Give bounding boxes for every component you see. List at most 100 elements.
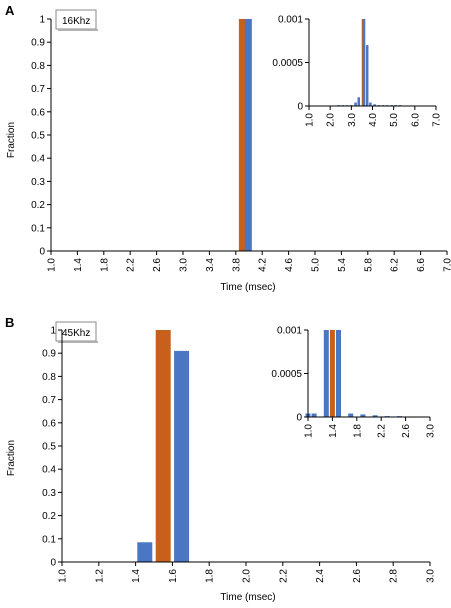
x-tick-label: 1.2 bbox=[94, 569, 105, 583]
x-tick-label: 3.0 bbox=[426, 569, 437, 583]
panel-b-label: 45Khz bbox=[62, 328, 90, 339]
y-tick-label: 0 bbox=[50, 558, 56, 569]
panel-letter-a: A bbox=[5, 3, 15, 18]
inset-x-tick-label: 6.0 bbox=[410, 113, 421, 127]
y-tick-label: 0.2 bbox=[31, 200, 45, 211]
x-tick-label: 4.2 bbox=[258, 258, 269, 272]
y-tick-label: 0.4 bbox=[42, 465, 56, 476]
y-tick-label: 0.7 bbox=[31, 84, 45, 95]
inset-bar bbox=[372, 415, 378, 417]
y-tick-label: 0.8 bbox=[42, 372, 56, 383]
inset-x-tick-label: 1.8 bbox=[352, 424, 363, 438]
panel-a-plot: 0 0.1 0.2 0.3 0.4 0.5 0.6 0.7 0.8 0.9 1 1.0 1.4 1.8 2.… bbox=[31, 15, 451, 272]
y-tick-label: 0.6 bbox=[42, 418, 56, 429]
y-tick-label: 0.9 bbox=[31, 38, 45, 49]
panel-b: B 45Khz Fraction Time (msec) 0 0.1 0.2 0.3 0… bbox=[5, 315, 437, 603]
x-tick-label: 6.2 bbox=[390, 258, 401, 272]
panel-a-label-shadow bbox=[58, 29, 98, 31]
x-tick-label: 2.0 bbox=[242, 569, 253, 583]
y-tick-label: 0.2 bbox=[42, 511, 56, 522]
inset-bar bbox=[360, 414, 366, 417]
panel-b-xlabel: Time (msec) bbox=[220, 592, 275, 603]
inset-bar bbox=[329, 330, 335, 417]
y-tick-label: 0 bbox=[39, 247, 45, 258]
inset-y-tick-label: 0 bbox=[297, 102, 303, 113]
inset-bar bbox=[336, 330, 341, 417]
bar bbox=[174, 350, 190, 562]
x-tick-label: 1.0 bbox=[47, 258, 58, 272]
x-tick-label: 2.4 bbox=[315, 569, 326, 583]
x-tick-label: 2.2 bbox=[126, 258, 137, 272]
panel-a: A 16Khz Fraction Time (msec) 00.10.20.30… bbox=[5, 3, 451, 293]
y-tick-label: 0.4 bbox=[31, 154, 45, 165]
y-tick-label: 0.6 bbox=[31, 107, 45, 118]
panel-a-inset: 0 0.0005 0.001 1.0 2.0 3.0 4.0 5.0 6.0 7.0 bbox=[272, 15, 442, 127]
y-tick-label: 0.3 bbox=[42, 488, 56, 499]
x-tick-label: 2.8 bbox=[389, 569, 400, 583]
x-tick-label: 5.8 bbox=[363, 258, 374, 272]
bar bbox=[155, 330, 171, 562]
y-tick-label: 0.9 bbox=[42, 349, 56, 360]
panel-b-label-shadow bbox=[58, 341, 98, 343]
panel-b-label-box: 45Khz bbox=[55, 321, 98, 343]
x-tick-label: 1.6 bbox=[168, 569, 179, 583]
panel-b-inset: 0 0.0005 0.001 1.0 1.4 1.8 2.2 2.6 3.0 bbox=[271, 326, 436, 438]
y-tick-label: 1 bbox=[50, 326, 56, 337]
inset-bar bbox=[362, 19, 366, 106]
x-tick-label: 6.6 bbox=[416, 258, 427, 272]
x-tick-label: 1.4 bbox=[73, 258, 84, 272]
panel-a-ylabel: Fraction bbox=[6, 122, 17, 158]
inset-y-tick-label: 0.001 bbox=[278, 15, 303, 26]
y-tick-label: 0.8 bbox=[31, 61, 45, 72]
x-tick-label: 3.8 bbox=[231, 258, 242, 272]
panel-a-label: 16Khz bbox=[62, 16, 90, 27]
inset-x-tick-label: 2.2 bbox=[377, 424, 388, 438]
y-tick-label: 0.5 bbox=[42, 442, 56, 453]
x-tick-label: 2.2 bbox=[278, 569, 289, 583]
x-tick-label: 2.6 bbox=[152, 258, 163, 272]
inset-bar bbox=[354, 102, 357, 106]
inset-y-tick-label: 0.001 bbox=[277, 326, 302, 337]
x-tick-label: 1.8 bbox=[99, 258, 110, 272]
y-tick-label: 0.1 bbox=[42, 534, 56, 545]
y-tick-label: 0.5 bbox=[31, 131, 45, 142]
bar bbox=[244, 19, 252, 251]
inset-x-tick-label: 7.0 bbox=[432, 113, 443, 127]
x-tick-label: 3.0 bbox=[179, 258, 190, 272]
x-tick-label: 4.6 bbox=[284, 258, 295, 272]
y-tick-label: 0.3 bbox=[31, 177, 45, 188]
y-tick-label: 0.1 bbox=[31, 223, 45, 234]
bar bbox=[137, 542, 153, 562]
y-tick-label: 0.7 bbox=[42, 395, 56, 406]
inset-bar bbox=[373, 104, 376, 106]
bar bbox=[238, 19, 246, 251]
inset-bar bbox=[348, 413, 354, 417]
inset-y-tick-label: 0.0005 bbox=[272, 58, 303, 69]
panel-a-xlabel: Time (msec) bbox=[220, 282, 275, 293]
inset-x-tick-label: 2.6 bbox=[401, 424, 412, 438]
inset-x-tick-label: 3.0 bbox=[426, 424, 437, 438]
inset-y-tick-label: 0 bbox=[296, 413, 302, 424]
x-tick-label: 1.0 bbox=[58, 569, 69, 583]
x-tick-label: 5.0 bbox=[311, 258, 322, 272]
x-tick-label: 1.8 bbox=[205, 569, 216, 583]
panel-a-label-box: 16Khz bbox=[55, 9, 98, 31]
inset-bar bbox=[369, 102, 372, 106]
y-tick-label: 1 bbox=[39, 15, 45, 26]
inset-x-tick-label: 1.0 bbox=[304, 424, 315, 438]
panel-b-ylabel: Fraction bbox=[6, 440, 17, 476]
x-tick-label: 3.4 bbox=[205, 258, 216, 272]
inset-x-tick-label: 5.0 bbox=[389, 113, 400, 127]
x-tick-label: 2.6 bbox=[352, 569, 363, 583]
inset-x-tick-label: 2.0 bbox=[326, 113, 337, 127]
inset-bar bbox=[311, 413, 317, 417]
x-tick-label: 5.4 bbox=[337, 258, 348, 272]
x-tick-label: 1.4 bbox=[131, 569, 142, 583]
inset-bar bbox=[357, 97, 360, 106]
inset-bar bbox=[365, 45, 369, 106]
inset-x-tick-label: 1.4 bbox=[328, 424, 339, 438]
inset-y-tick-label: 0.0005 bbox=[271, 369, 302, 380]
inset-x-tick-label: 4.0 bbox=[368, 113, 379, 127]
panel-letter-b: B bbox=[5, 315, 14, 330]
inset-x-tick-label: 3.0 bbox=[347, 113, 358, 127]
